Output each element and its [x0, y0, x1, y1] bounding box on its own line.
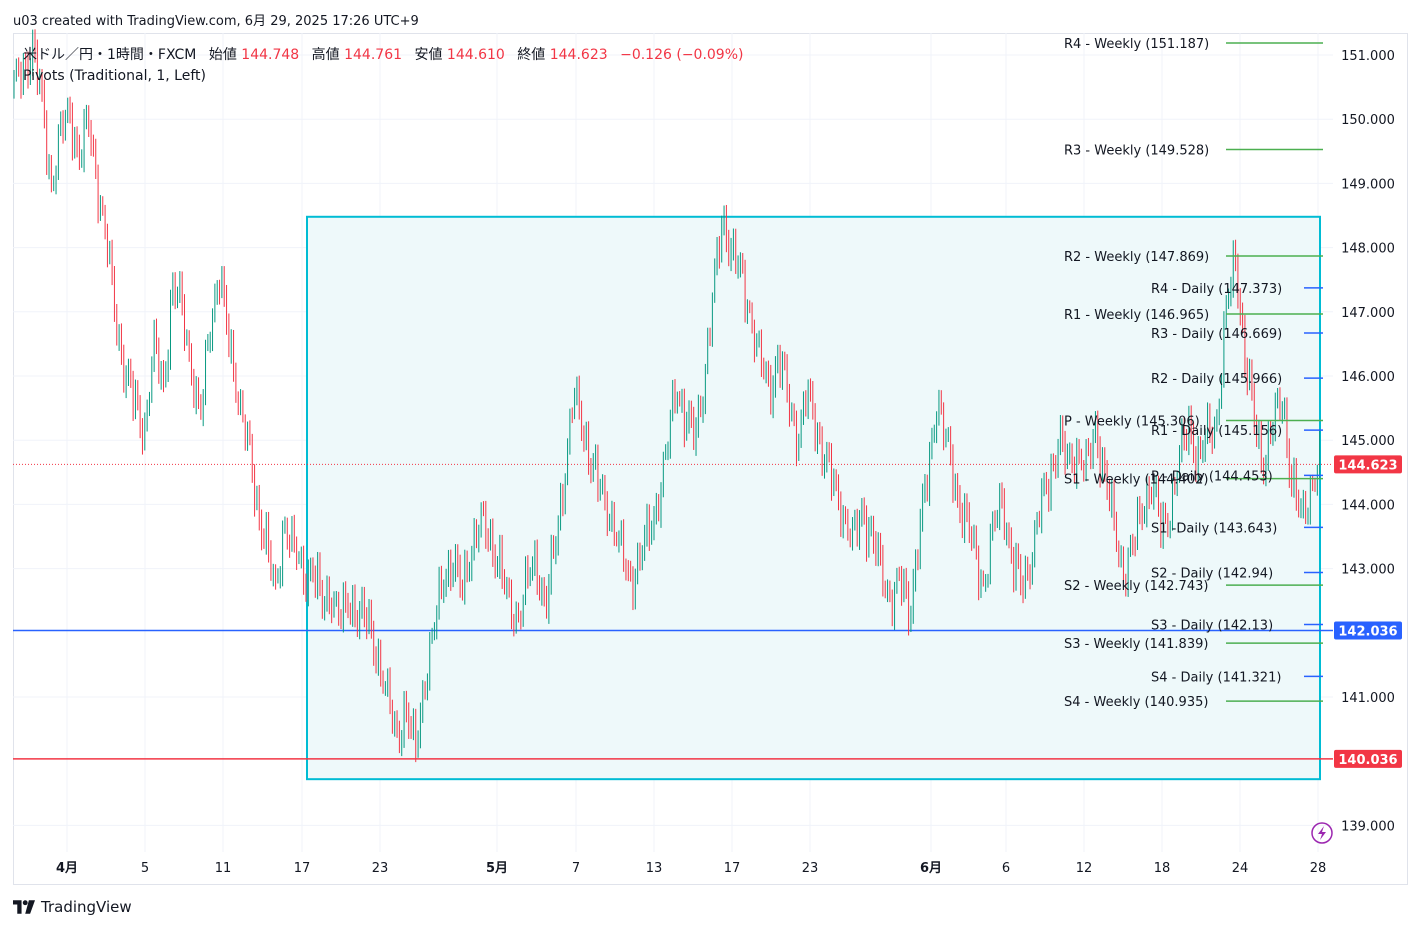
weekly-pivot-label: S4 - Weekly (140.935) [1064, 695, 1208, 710]
legend-close-value: 144.623 [550, 47, 608, 63]
x-tick-label: 23 [372, 861, 389, 876]
legend-indicator[interactable]: Pivots (Traditional, 1, Left) [23, 68, 206, 84]
price-label-box [1334, 749, 1402, 768]
x-tick-label: 12 [1076, 861, 1093, 876]
footer-brand[interactable]: TradingView [13, 898, 132, 916]
weekly-pivot-label: R2 - Weekly (147.869) [1064, 250, 1209, 265]
x-tick-label: 13 [646, 861, 663, 876]
weekly-pivot-label: R3 - Weekly (149.528) [1064, 144, 1209, 159]
daily-pivot-label: R1 - Daily (145.156) [1151, 424, 1282, 439]
x-tick-label: 23 [802, 861, 819, 876]
legend-open-label: 始値 [209, 47, 237, 63]
last-price-label-box [1334, 455, 1402, 474]
legend-high-label: 高値 [312, 46, 340, 63]
y-tick-label: 145.000 [1341, 434, 1395, 449]
y-tick-label: 147.000 [1341, 306, 1395, 321]
footer-brand-text: TradingView [41, 898, 132, 916]
y-tick-label: 139.000 [1341, 819, 1395, 834]
price-label: 140.036 [1338, 753, 1397, 768]
weekly-pivot-label: S3 - Weekly (141.839) [1064, 637, 1208, 652]
y-tick-label: 150.000 [1341, 113, 1395, 128]
legend-symbol-text: 米ドル／円・1時間・FXCM [23, 47, 196, 63]
x-tick-label: 5月 [486, 861, 508, 876]
y-tick-label: 149.000 [1341, 177, 1395, 192]
tradingview-logo-icon [13, 900, 35, 914]
x-tick-label: 17 [724, 861, 741, 876]
daily-pivot-label: R3 - Daily (146.669) [1151, 327, 1282, 342]
legend-high-value: 144.761 [344, 47, 402, 63]
legend-low-label: 安値 [414, 47, 442, 63]
legend-low-value: 144.610 [447, 47, 505, 63]
x-tick-label: 24 [1232, 861, 1249, 876]
legend-symbol: 米ドル／円・1時間・FXCM 始値 144.748 高値 144.761 安値 … [23, 46, 743, 63]
weekly-pivot-label: S2 - Weekly (142.743) [1064, 579, 1208, 594]
chart-caption: u03 created with TradingView.com, 6月 29,… [13, 14, 419, 29]
chart-frame [13, 33, 1408, 885]
x-tick-label: 17 [294, 861, 311, 876]
x-tick-label: 5 [141, 861, 149, 876]
y-tick-label: 141.000 [1341, 691, 1395, 706]
x-tick-label: 4月 [56, 861, 78, 876]
y-tick-label: 146.000 [1341, 370, 1395, 385]
daily-pivot-label: S2 - Daily (142.94) [1151, 566, 1273, 581]
weekly-pivot-label: S1 - Weekly (144.402) [1064, 473, 1208, 488]
daily-pivot-label: R2 - Daily (145.966) [1151, 372, 1282, 387]
daily-pivot-label: R4 - Daily (147.373) [1151, 282, 1282, 297]
price-label-box [1334, 621, 1402, 640]
daily-pivot-label: P - Daily (144.453) [1151, 469, 1273, 484]
x-tick-label: 11 [215, 861, 232, 876]
weekly-pivot-label: R1 - Weekly (146.965) [1064, 308, 1209, 323]
x-tick-label: 7 [572, 861, 580, 876]
x-tick-label: 28 [1310, 861, 1327, 876]
weekly-pivot-label: P - Weekly (145.306) [1064, 415, 1200, 430]
y-tick-label: 151.000 [1341, 49, 1395, 64]
y-tick-label: 143.000 [1341, 563, 1395, 578]
y-tick-label: 148.000 [1341, 242, 1395, 257]
daily-pivot-label: S3 - Daily (142.13) [1151, 618, 1273, 633]
y-tick-label: 144.000 [1341, 498, 1395, 513]
x-tick-label: 6 [1002, 861, 1010, 876]
daily-pivot-label: S1 -Daily (143.643) [1151, 521, 1277, 536]
last-price-label: 144.623 [1338, 458, 1397, 473]
price-label: 142.036 [1338, 624, 1397, 639]
legend-close-label: 終値 [517, 47, 545, 63]
legend-open-value: 144.748 [241, 47, 299, 63]
weekly-pivot-label: R4 - Weekly (151.187) [1064, 37, 1209, 52]
lightning-icon[interactable] [1311, 822, 1333, 844]
x-tick-label: 6月 [920, 861, 942, 876]
x-tick-label: 18 [1154, 861, 1171, 876]
legend-change: −0.126 (−0.09%) [620, 47, 743, 63]
daily-pivot-label: S4 - Daily (141.321) [1151, 670, 1281, 685]
